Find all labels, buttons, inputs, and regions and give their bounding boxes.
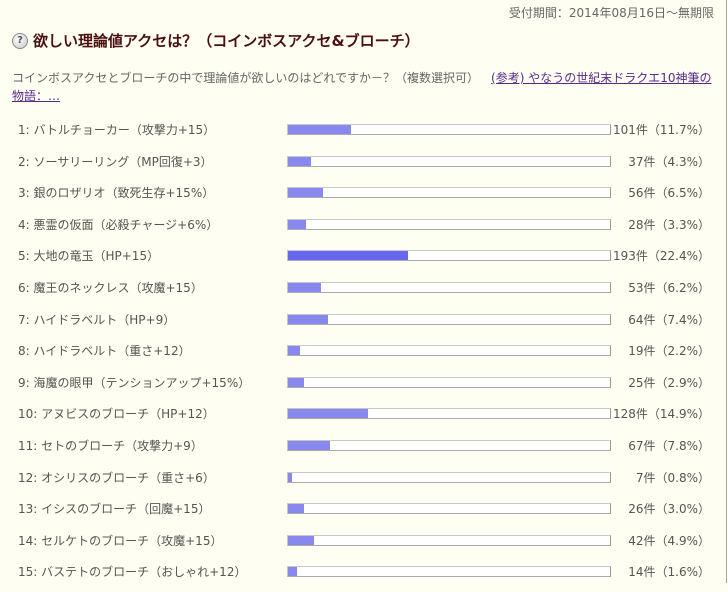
result-bar	[287, 345, 611, 357]
result-bar	[287, 534, 611, 546]
option-label: 9: 海魔の眼甲（テンションアップ+15%）	[18, 375, 251, 390]
result-row: 1: バトルチョーカー（攻撃力+15） 101件（11.7%）	[0, 118, 728, 150]
vote-count: 56件（6.5%）	[628, 186, 710, 201]
option-label: 7: ハイドラベルト（HP+9）	[18, 312, 176, 327]
result-bar	[287, 408, 611, 420]
result-row: 3: 銀のロザリオ（致死生存+15%） 56件（6.5%）	[0, 181, 728, 213]
result-bar-fill	[288, 251, 409, 261]
reference-link[interactable]: (参考) やなうの世紀末ドラクエ10神筆の物語：…	[12, 71, 712, 103]
result-bar-fill	[288, 472, 293, 482]
result-row: 2: ソーサリーリング（MP回復+3） 37件（4.3%）	[0, 150, 728, 182]
result-bar-fill	[288, 156, 312, 166]
option-label: 14: セルケトのブローチ（攻魔+15）	[18, 533, 223, 548]
result-bar	[287, 471, 611, 483]
result-bar-fill	[288, 314, 328, 324]
result-row: 4: 悪霊の仮面（必殺チャージ+6%） 28件（3.3%）	[0, 213, 728, 245]
results-list: 1: バトルチョーカー（攻撃力+15） 101件（11.7%） 2: ソーサリーリン…	[0, 118, 728, 592]
result-bar-fill	[288, 188, 323, 198]
vote-count: 14件（1.6%）	[628, 565, 710, 580]
result-bar-fill	[288, 377, 304, 387]
result-bar	[287, 439, 611, 451]
vote-count: 42件（4.9%）	[628, 533, 710, 548]
vote-count: 193件（22.4%）	[612, 249, 710, 264]
result-bar-fill	[288, 282, 322, 292]
result-bar-fill	[288, 125, 351, 134]
option-label: 4: 悪霊の仮面（必殺チャージ+6%）	[18, 217, 219, 232]
option-label: 13: イシスのブローチ（回魔+15）	[18, 502, 211, 517]
acceptance-period: 受付期間：2014年08月16日～無期限	[508, 6, 714, 20]
result-row: 5: 大地の竜玉（HP+15） 193件（22.4%）	[0, 244, 728, 276]
vote-count: 128件（14.9%）	[612, 407, 710, 422]
result-bar	[287, 155, 611, 167]
result-bar-fill	[288, 219, 306, 229]
vote-count: 53件（6.2%）	[628, 280, 710, 295]
result-row: 8: ハイドラベルト（重さ+12） 19件（2.2%）	[0, 339, 728, 371]
vote-count: 7件（0.8%）	[635, 470, 710, 485]
poll-description: コインボスアクセとブローチの中で理論値が欲しいのはどれですか－？（複数選択可）(…	[12, 69, 712, 105]
vote-count: 37件（4.3%）	[628, 154, 710, 169]
result-row: 15: バステトのブローチ（おしゃれ+12） 14件（1.6%）	[0, 560, 728, 592]
description-text: コインボスアクセとブローチの中で理論値が欲しいのはどれですか－？（複数選択可）	[12, 71, 480, 85]
result-bar	[287, 250, 611, 262]
question-icon: ?	[12, 32, 28, 49]
option-label: 3: 銀のロザリオ（致死生存+15%）	[18, 186, 215, 201]
result-row: 11: セトのブローチ（攻撃力+9） 67件（7.8%）	[0, 434, 728, 466]
option-label: 1: バトルチョーカー（攻撃力+15）	[18, 123, 216, 137]
result-row: 13: イシスのブローチ（回魔+15） 26件（3.0%）	[0, 497, 728, 529]
result-bar-fill	[288, 504, 305, 514]
option-label: 2: ソーサリーリング（MP回復+3）	[18, 154, 213, 169]
vote-count: 64件（7.4%）	[628, 312, 710, 327]
option-label: 5: 大地の竜玉（HP+15）	[18, 249, 160, 264]
result-bar	[287, 187, 611, 199]
option-label: 8: ハイドラベルト（重さ+12）	[18, 344, 191, 359]
vote-count: 19件（2.2%）	[628, 344, 710, 359]
result-bar	[287, 503, 611, 515]
result-bar	[287, 313, 611, 325]
result-bar-fill	[288, 346, 300, 356]
option-label: 11: セトのブローチ（攻撃力+9）	[18, 438, 203, 453]
result-bar	[287, 566, 611, 578]
vote-count: 25件（2.9%）	[628, 375, 710, 390]
result-bar-fill	[288, 409, 368, 419]
option-label: 12: オシリスのブローチ（重さ+6）	[18, 470, 215, 485]
option-label: 15: バステトのブローチ（おしゃれ+12）	[18, 565, 247, 580]
result-bar-fill	[288, 535, 315, 545]
vote-count: 101件（11.7%）	[612, 123, 710, 137]
result-row: 9: 海魔の眼甲（テンションアップ+15%） 25件（2.9%）	[0, 371, 728, 403]
option-label: 10: アヌビスのブローチ（HP+12）	[18, 407, 215, 422]
result-bar	[287, 124, 611, 135]
result-bar-fill	[288, 440, 330, 450]
frame-border	[726, 0, 727, 583]
result-row: 14: セルケトのブローチ（攻魔+15） 42件（4.9%）	[0, 529, 728, 561]
vote-count: 28件（3.3%）	[628, 217, 710, 232]
vote-count: 67件（7.8%）	[628, 438, 710, 453]
result-row: 12: オシリスのブローチ（重さ+6） 7件（0.8%）	[0, 466, 728, 498]
poll-title: ? 欲しい理論値アクセは？（コインボスアクセ&ブローチ）	[12, 30, 420, 51]
result-bar-fill	[288, 567, 297, 577]
result-bar	[287, 281, 611, 293]
result-row: 7: ハイドラベルト（HP+9） 64件（7.4%）	[0, 308, 728, 340]
result-row: 10: アヌビスのブローチ（HP+12） 128件（14.9%）	[0, 402, 728, 434]
poll-title-text: 欲しい理論値アクセは？（コインボスアクセ&ブローチ）	[33, 32, 420, 50]
result-row: 6: 魔王のネックレス（攻魔+15） 53件（6.2%）	[0, 276, 728, 308]
option-label: 6: 魔王のネックレス（攻魔+15）	[18, 280, 203, 295]
vote-count: 26件（3.0%）	[628, 502, 710, 517]
result-bar	[287, 218, 611, 230]
result-bar	[287, 376, 611, 388]
